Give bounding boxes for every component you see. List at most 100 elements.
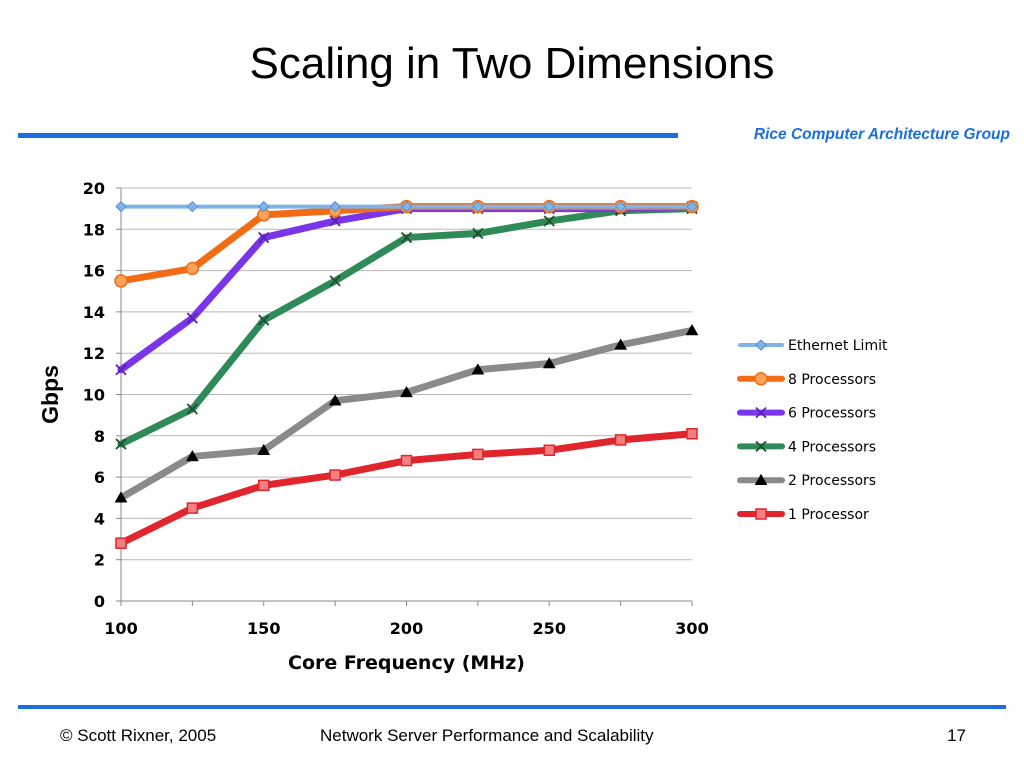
data-point: [755, 508, 767, 520]
legend-marker: [755, 440, 767, 453]
data-point-stroke: [186, 403, 199, 415]
data-point: [115, 364, 127, 376]
series-1-processor: [115, 427, 698, 549]
y-tick-label: 2: [94, 551, 105, 570]
legend-item: 1 Processor: [737, 507, 869, 523]
footer-rule: [18, 705, 1006, 709]
data-point: [471, 363, 485, 375]
y-tick-label: 20: [83, 179, 105, 198]
series-line: [117, 203, 696, 285]
data-point: [186, 403, 199, 415]
legend-label: 1 Processor: [788, 507, 869, 523]
group-label: Rice Computer Architecture Group: [753, 126, 1010, 143]
data-point: [115, 537, 127, 549]
data-point: [400, 385, 413, 398]
legend-label: 8 Processors: [788, 372, 876, 388]
data-point: [543, 215, 555, 227]
series-line: [117, 430, 696, 547]
legend-item: 6 Processors: [737, 406, 876, 422]
data-point-stroke: [258, 231, 270, 244]
data-point: [754, 473, 768, 485]
x-tick-label: 250: [533, 619, 566, 638]
y-tick-label: 12: [83, 344, 105, 363]
data-point: [258, 314, 270, 326]
y-tick-label: 8: [94, 427, 105, 446]
data-point: [614, 200, 627, 213]
legend-marker: [755, 406, 767, 419]
axis-layer: 0 2 4 6 8 10 12 14 16 18 20 100 150 200 250 300 Core Fre…: [37, 179, 709, 674]
data-point: [329, 469, 341, 481]
data-point: [258, 479, 270, 492]
x-tick-label: 100: [104, 619, 137, 638]
y-tick-label: 4: [94, 509, 105, 528]
series-4-processors: [115, 203, 698, 450]
series-line: [117, 326, 696, 502]
x-tick-label: 300: [675, 619, 708, 638]
x-axis-title: Core Frequency (MHz): [288, 652, 525, 674]
data-point-stroke: [400, 231, 413, 244]
data-point: [328, 394, 342, 406]
data-point: [400, 454, 413, 467]
data-point: [614, 338, 628, 350]
legend-label: 6 Processors: [788, 406, 876, 422]
series-layer: [114, 199, 699, 549]
data-point: [543, 444, 555, 457]
data-point: [115, 438, 127, 450]
title-rule: [18, 133, 678, 138]
data-point: [686, 200, 698, 213]
data-point-stroke: [329, 275, 341, 287]
data-point: [472, 448, 484, 461]
legend: Ethernet Limit 8 Processors 6 Processors 4 …: [737, 338, 888, 523]
data-point: [755, 339, 767, 351]
data-point: [185, 261, 200, 276]
data-point-stroke: [186, 312, 199, 324]
data-point: [258, 231, 270, 244]
x-tick-label: 150: [247, 619, 280, 638]
data-point-stroke: [472, 227, 484, 240]
slide-title: Scaling in Two Dimensions: [249, 39, 775, 88]
x-tick-label: 200: [390, 619, 423, 638]
data-point: [186, 312, 199, 324]
data-point: [472, 227, 484, 240]
legend-item: 4 Processors: [737, 439, 876, 455]
legend-label: 4 Processors: [788, 439, 876, 455]
data-point: [685, 323, 699, 336]
legend-item: 8 Processors: [737, 372, 876, 388]
data-point: [614, 434, 627, 446]
data-point: [329, 200, 341, 213]
data-point: [257, 443, 271, 456]
legend-label: 2 Processors: [788, 473, 876, 489]
y-tick-label: 18: [83, 220, 105, 239]
y-tick-label: 14: [83, 303, 105, 322]
data-point-stroke: [329, 215, 341, 227]
footer-copyright: © Scott Rixner, 2005: [60, 726, 217, 745]
data-point: [472, 200, 484, 213]
legend-item: Ethernet Limit: [738, 338, 888, 354]
data-point-stroke: [115, 364, 127, 376]
y-axis-title: Gbps: [37, 365, 63, 424]
y-tick-label: 6: [94, 468, 105, 487]
series-2-processors: [114, 323, 699, 503]
data-point: [185, 449, 199, 462]
data-point-stroke: [543, 215, 555, 227]
data-point: [686, 427, 698, 440]
y-tick-label: 0: [94, 592, 105, 611]
data-point: [754, 372, 768, 386]
series-ethernet-limit: [115, 200, 698, 213]
legend-label: Ethernet Limit: [788, 338, 888, 354]
data-point: [400, 200, 413, 213]
data-point: [329, 215, 341, 227]
data-point: [543, 200, 555, 213]
data-point: [115, 200, 127, 213]
y-tick-label: 10: [83, 386, 105, 405]
data-point: [400, 231, 413, 244]
page-number: 17: [947, 726, 966, 745]
data-point: [186, 502, 199, 514]
legend-item: 2 Processors: [737, 473, 876, 489]
data-point-stroke: [258, 314, 270, 326]
data-point: [542, 357, 556, 369]
data-point: [186, 200, 199, 213]
data-point: [114, 274, 128, 288]
data-point: [258, 200, 270, 213]
